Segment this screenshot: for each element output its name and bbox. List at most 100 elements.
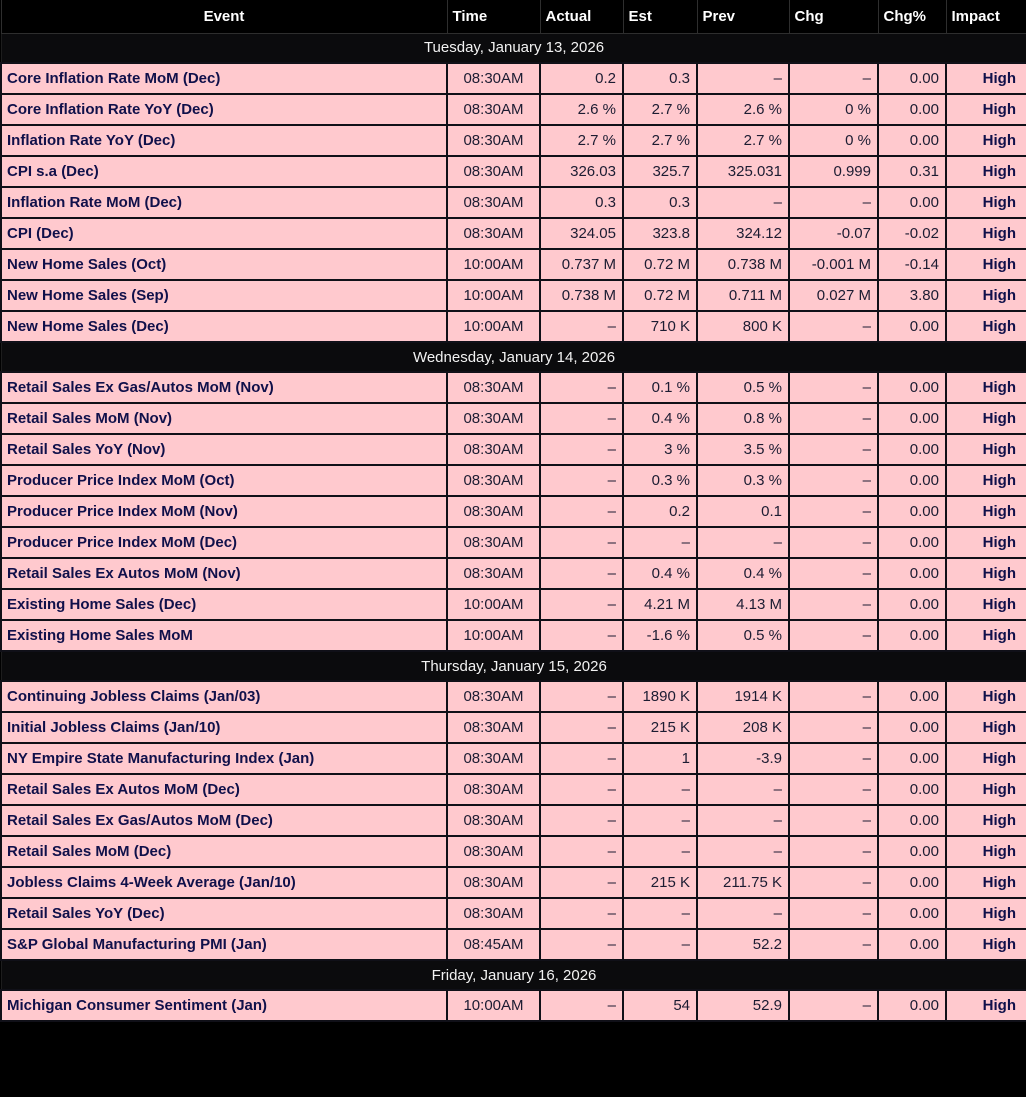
chg-pct-cell: 0.00 [877,680,947,713]
event-cell: Producer Price Index MoM (Dec) [0,526,448,559]
impact-cell: High [945,433,1026,466]
chg-cell: – [788,680,879,713]
column-header-event: Event [0,0,448,34]
event-row: NY Empire State Manufacturing Index (Jan… [0,742,1026,775]
time-cell: 08:30AM [446,93,541,126]
impact-cell: High [945,989,1026,1022]
event-cell: Producer Price Index MoM (Oct) [0,464,448,497]
actual-cell: – [539,464,624,497]
prev-cell: 52.9 [696,989,790,1022]
column-header-chg: Chg [788,0,879,34]
chg-pct-cell: 0.00 [877,93,947,126]
impact-cell: High [945,124,1026,157]
prev-cell: 0.4 % [696,557,790,590]
prev-cell: – [696,773,790,806]
prev-cell: 2.7 % [696,124,790,157]
actual-cell: – [539,619,624,652]
prev-cell: 208 K [696,711,790,744]
event-row: Producer Price Index MoM (Dec) 08:30AM – – –… [0,526,1026,559]
prev-cell: 2.6 % [696,93,790,126]
time-cell: 10:00AM [446,248,541,281]
actual-cell: – [539,371,624,404]
date-separator-row: Thursday, January 15, 2026 [0,650,1026,682]
est-cell: 0.1 % [622,371,698,404]
prev-cell: 325.031 [696,155,790,188]
header-row: Event Time Actual Est Prev Chg Chg% Impa… [0,0,1026,34]
event-row: Jobless Claims 4-Week Average (Jan/10) 08… [0,866,1026,899]
impact-cell: High [945,248,1026,281]
chg-cell: – [788,62,879,95]
prev-cell: 0.5 % [696,619,790,652]
time-cell: 08:30AM [446,217,541,250]
impact-cell: High [945,93,1026,126]
chg-pct-cell: 0.00 [877,557,947,590]
chg-cell: – [788,742,879,775]
event-cell: Continuing Jobless Claims (Jan/03) [0,680,448,713]
event-row: Inflation Rate YoY (Dec) 08:30AM 2.7 % 2.7 … [0,124,1026,157]
actual-cell: – [539,835,624,868]
prev-cell: – [696,804,790,837]
prev-cell: 0.738 M [696,248,790,281]
chg-pct-cell: -0.14 [877,248,947,281]
event-cell: Inflation Rate YoY (Dec) [0,124,448,157]
column-header-prev: Prev [696,0,790,34]
impact-cell: High [945,619,1026,652]
impact-cell: High [945,279,1026,312]
est-cell: 2.7 % [622,93,698,126]
actual-cell: 2.6 % [539,93,624,126]
prev-cell: 0.5 % [696,371,790,404]
chg-pct-cell: 0.00 [877,928,947,961]
event-cell: Retail Sales Ex Gas/Autos MoM (Dec) [0,804,448,837]
event-cell: Core Inflation Rate MoM (Dec) [0,62,448,95]
prev-cell: -3.9 [696,742,790,775]
event-row: Retail Sales MoM (Nov) 08:30AM –0.4 % 0.8 %… [0,402,1026,435]
chg-pct-cell: 0.00 [877,62,947,95]
chg-cell: 0 % [788,93,879,126]
chg-cell: – [788,773,879,806]
chg-cell: – [788,835,879,868]
impact-cell: High [945,526,1026,559]
event-row: New Home Sales (Dec) 10:00AM –710 K 800 K –0… [0,310,1026,343]
actual-cell: – [539,897,624,930]
prev-cell: – [696,835,790,868]
event-row: Retail Sales YoY (Dec) 08:30AM – – – –0.00 Hig… [0,897,1026,930]
time-cell: 08:30AM [446,897,541,930]
date-separator-row: Friday, January 16, 2026 [0,959,1026,991]
time-cell: 10:00AM [446,310,541,343]
event-cell: Inflation Rate MoM (Dec) [0,186,448,219]
actual-cell: – [539,557,624,590]
event-cell: Retail Sales YoY (Nov) [0,433,448,466]
event-row: Michigan Consumer Sentiment (Jan) 10:00AM… [0,989,1026,1022]
impact-cell: High [945,680,1026,713]
actual-cell: 0.738 M [539,279,624,312]
est-cell: 0.3 [622,62,698,95]
chg-cell: – [788,402,879,435]
actual-cell: – [539,310,624,343]
time-cell: 08:30AM [446,804,541,837]
chg-cell: – [788,588,879,621]
impact-cell: High [945,155,1026,188]
column-header-chg-pct: Chg% [877,0,947,34]
prev-cell: 800 K [696,310,790,343]
event-cell: Retail Sales Ex Gas/Autos MoM (Nov) [0,371,448,404]
time-cell: 10:00AM [446,619,541,652]
table-header: Event Time Actual Est Prev Chg Chg% Impa… [0,0,1026,34]
time-cell: 08:30AM [446,773,541,806]
chg-pct-cell: -0.02 [877,217,947,250]
time-cell: 08:30AM [446,495,541,528]
actual-cell: 2.7 % [539,124,624,157]
chg-cell: – [788,619,879,652]
table-body: Tuesday, January 13, 2026 Core Inflation … [0,32,1026,1022]
prev-cell: 0.1 [696,495,790,528]
chg-cell: – [788,433,879,466]
est-cell: 0.2 [622,495,698,528]
chg-cell: – [788,464,879,497]
event-cell: Existing Home Sales MoM [0,619,448,652]
date-separator-label: Wednesday, January 14, 2026 [0,341,1026,373]
event-row: Continuing Jobless Claims (Jan/03) 08:30A… [0,680,1026,713]
event-row: Retail Sales Ex Autos MoM (Dec) 08:30AM – –… [0,773,1026,806]
chg-cell: 0 % [788,124,879,157]
impact-cell: High [945,588,1026,621]
economic-calendar-table: Event Time Actual Est Prev Chg Chg% Impa… [0,0,1026,1022]
event-row: Producer Price Index MoM (Oct) 08:30AM –0.… [0,464,1026,497]
